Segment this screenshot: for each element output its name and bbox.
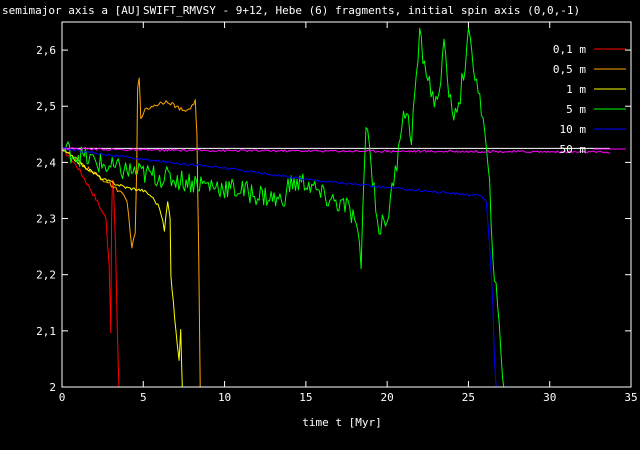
- chart-title: SWIFT_RMVSY - 9+12, Hebe (6) fragments, …: [143, 4, 580, 17]
- axis-ticks: 0 5 10 15 20 25 30 35 2 2,1 2,2 2,3 2,4 2,5 2,6: [36, 22, 638, 404]
- series-line-5-m: [62, 27, 506, 387]
- legend-label: 0,5 m: [553, 63, 586, 76]
- series-line-0-1-m: [62, 147, 120, 387]
- legend-label: 5 m: [566, 103, 586, 116]
- x-tick-label: 35: [624, 391, 637, 404]
- series-line-1-m: [62, 147, 183, 387]
- x-tick-label: 15: [299, 391, 312, 404]
- x-tick-label: 30: [543, 391, 556, 404]
- y-tick-label: 2,2: [36, 269, 56, 282]
- legend-label: 1 m: [566, 83, 586, 96]
- series-line-10-m: [62, 147, 497, 387]
- x-tick-label: 10: [218, 391, 231, 404]
- x-tick-label: 20: [381, 391, 394, 404]
- y-tick-label: 2,1: [36, 325, 56, 338]
- y-tick-label: 2: [49, 381, 56, 394]
- legend: 0,1 m 0,5 m 1 m 5 m 10 m 50 m: [553, 43, 626, 156]
- series-line-50-m: [62, 147, 611, 154]
- series-layer: [62, 27, 611, 387]
- x-tick-label: 5: [140, 391, 147, 404]
- x-tick-label: 25: [462, 391, 475, 404]
- y-axis-label: semimajor axis a [AU]: [2, 4, 141, 17]
- legend-label: 0,1 m: [553, 43, 586, 56]
- legend-label: 50 m: [560, 143, 587, 156]
- y-tick-label: 2,4: [36, 156, 56, 169]
- y-tick-label: 2,6: [36, 44, 56, 57]
- x-axis-label: time t [Myr]: [302, 416, 381, 429]
- x-tick-label: 0: [59, 391, 66, 404]
- y-tick-label: 2,5: [36, 100, 56, 113]
- y-tick-label: 2,3: [36, 213, 56, 226]
- legend-label: 10 m: [560, 123, 587, 136]
- plot-frame: [61, 21, 632, 388]
